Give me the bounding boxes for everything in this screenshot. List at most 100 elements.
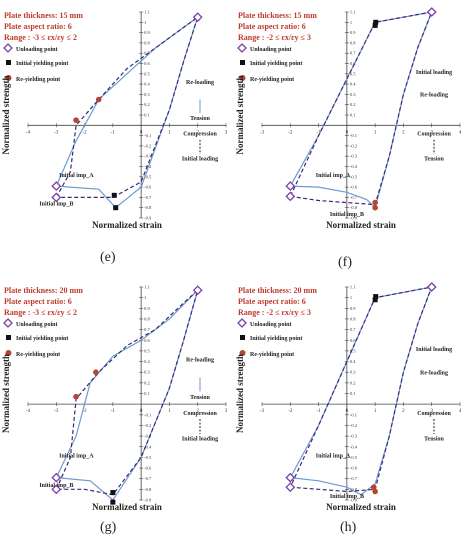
plate-info: Plate aspect ratio: 6 xyxy=(238,297,306,306)
y-tick-label: -0.1 xyxy=(144,133,151,138)
y-tick-label: -0.5 xyxy=(144,455,152,460)
panel-label-h: (h) xyxy=(340,520,356,536)
annotation-imp-a: Initial imp_A xyxy=(316,173,351,179)
unloading-point xyxy=(286,182,294,190)
y-tick-label: 1.1 xyxy=(350,285,356,290)
y-tick-label: -0.8 xyxy=(144,487,152,492)
chart-h: -3 -2 -1 0 1 2 3 4-0.9-0.8-0.7-0.6-0.5-0.4-0.3-… xyxy=(234,275,468,550)
y-tick-label: 0.6 xyxy=(144,61,150,66)
x-tick-label: 0 xyxy=(140,409,143,414)
y-tick-label: 0.7 xyxy=(144,327,150,332)
plate-info: Range : -3 ≤ εx/εy ≤ 2 xyxy=(4,308,77,317)
y-tick-label: -0.2 xyxy=(144,423,151,428)
direction-annotations: Initial loadingRe-loadingCompressionTens… xyxy=(316,347,452,500)
x-axis-label: Normalized strain xyxy=(326,502,396,512)
annotation-initial-loading: Initial loading xyxy=(182,156,218,162)
panel-label-f: (f) xyxy=(338,255,352,271)
series-line-0 xyxy=(290,12,431,208)
legend-yielding-marker xyxy=(240,60,245,65)
y-tick-label: -0.6 xyxy=(350,466,358,471)
x-tick-label: 1 xyxy=(168,130,171,135)
legend-label: Initial yielding point xyxy=(16,336,68,342)
y-tick-label: 1 xyxy=(144,20,146,25)
annotation-tension: Tension xyxy=(190,116,210,122)
initial-yielding-point xyxy=(373,294,378,299)
re-yielding-point xyxy=(372,200,378,206)
legend-unloading-marker xyxy=(4,319,12,327)
series-line-1 xyxy=(290,287,431,492)
legend-label: Re-yielding point xyxy=(16,352,60,358)
x-tick-label: 1 xyxy=(374,409,377,414)
x-tick-label: 4 xyxy=(459,409,462,414)
y-tick-label: -0.2 xyxy=(350,143,357,148)
y-tick-label: 1.1 xyxy=(144,285,150,290)
y-tick-label: 0.4 xyxy=(144,359,150,364)
annotation-reloading: Re-loading xyxy=(420,92,448,98)
annotation-imp-a: Initial imp_A xyxy=(316,453,351,459)
legend-label: Re-yielding point xyxy=(250,352,294,358)
annotation-imp-b: Initial imp_B xyxy=(39,483,73,489)
chart-g: -4 -3 -2 -1 0 1 2 3 -0.9 -0.8 -0.7 -0.6 -0.5 -0.4 -0.3… xyxy=(0,275,234,550)
re-yielding-point xyxy=(73,117,79,123)
plate-info: Range : -2 ≤ εx/εy ≤ 3 xyxy=(238,33,311,42)
x-tick-label: 0 xyxy=(140,130,143,135)
y-tick-label: 0.9 xyxy=(350,306,356,311)
x-tick-label: -1 xyxy=(316,409,321,414)
y-tick-label: 0.9 xyxy=(350,30,356,35)
y-tick-label: 0.8 xyxy=(350,316,356,321)
panel-label-g: (g) xyxy=(100,520,116,536)
y-tick-label: -0.7 xyxy=(144,195,152,200)
plate-info: Range : -3 ≤ εx/εy ≤ 2 xyxy=(4,33,77,42)
x-axis-label: Normalized strain xyxy=(92,502,162,512)
x-tick-label: -3 xyxy=(54,409,59,414)
x-tick-label: -4 xyxy=(26,130,31,135)
x-tick-label: 3 xyxy=(225,130,228,135)
x-tick-label: 0 xyxy=(346,409,349,414)
plate-info: Plate thickness: 15 mm xyxy=(238,11,317,20)
direction-annotations: Initial loadingRe-loadingCompressionTens… xyxy=(316,70,452,218)
re-yielding-point xyxy=(96,97,102,103)
y-tick-label: 1.1 xyxy=(350,10,356,15)
y-tick-label: 0.8 xyxy=(144,316,150,321)
y-tick-label: 0.3 xyxy=(144,370,150,375)
y-tick-label: 0.5 xyxy=(144,71,150,76)
y-tick-label: -0.4 xyxy=(350,444,358,449)
y-tick-label: -0.1 xyxy=(350,133,357,138)
initial-yielding-point xyxy=(110,490,115,495)
series-line-1 xyxy=(56,290,197,495)
annotation-reloading: Re-loading xyxy=(186,80,214,86)
annotation-compression: Compression xyxy=(417,411,451,417)
y-axis-label: Normalized strength xyxy=(235,75,245,154)
legend-label: Re-yielding point xyxy=(250,77,294,83)
legend-unloading-marker xyxy=(4,44,12,52)
series-line-0 xyxy=(56,17,197,208)
x-tick-label: 2 xyxy=(402,409,405,414)
x-axis-label: Normalized strain xyxy=(326,220,396,230)
plate-info: Range : -2 ≤ εx/εy ≤ 3 xyxy=(238,308,311,317)
legend-yielding-marker xyxy=(240,335,245,340)
y-tick-label: 0.3 xyxy=(350,370,356,375)
annotation-compression: Compression xyxy=(183,132,217,138)
annotation-reloading: Re-loading xyxy=(420,370,448,376)
y-tick-label: -0.3 xyxy=(350,434,358,439)
annotation-imp-a: Initial imp_A xyxy=(59,453,94,459)
unloading-point xyxy=(194,13,202,21)
annotation-initial-loading: Initial loading xyxy=(416,70,452,76)
y-tick-label: -0.8 xyxy=(144,205,152,210)
y-tick-label: 1 xyxy=(144,295,146,300)
y-tick-label: 0.2 xyxy=(144,102,150,107)
y-tick-label: 0.3 xyxy=(144,92,150,97)
y-tick-label: 0.4 xyxy=(350,359,356,364)
x-tick-label: 1 xyxy=(374,130,377,135)
y-tick-label: 0.4 xyxy=(144,82,150,87)
plate-info: Plate aspect ratio: 6 xyxy=(4,22,72,31)
plate-info: Plate thickness: 15 mm xyxy=(4,11,83,20)
legend-label: Initial yielding point xyxy=(250,336,302,342)
plate-info: Plate thickness: 20 mm xyxy=(4,286,83,295)
unloading-point xyxy=(286,483,294,491)
legend-label: Initial yielding point xyxy=(250,61,302,67)
y-tick-label: 0.1 xyxy=(144,391,150,396)
y-tick-label: 0.4 xyxy=(350,82,356,87)
y-tick-label: 0.1 xyxy=(350,391,356,396)
x-axis-label: Normalized strain xyxy=(92,220,162,230)
